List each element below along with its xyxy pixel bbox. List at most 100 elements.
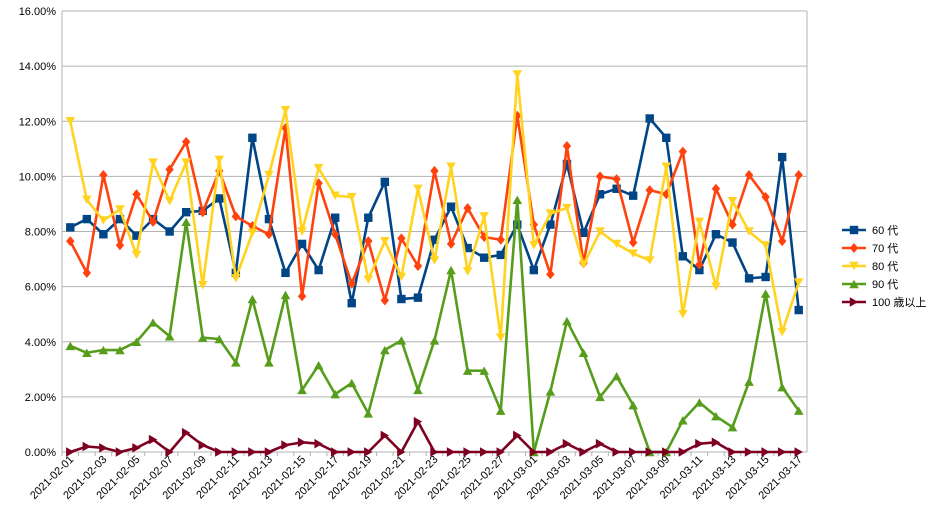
data-point: [397, 447, 406, 457]
data-point: [513, 220, 522, 229]
data-point: [761, 192, 770, 203]
series-1: [66, 114, 803, 315]
data-point: [264, 229, 274, 240]
data-point: [280, 290, 291, 300]
data-point: [98, 216, 109, 225]
data-point: [346, 192, 357, 202]
data-point: [330, 229, 340, 240]
data-point: [148, 158, 158, 167]
data-point: [562, 159, 572, 169]
data-point: [280, 106, 291, 115]
data-point: [181, 427, 191, 438]
data-point: [264, 447, 274, 457]
data-point: [727, 196, 738, 206]
data-point: [529, 265, 539, 275]
data-point: [413, 293, 423, 302]
data-point: [248, 133, 257, 142]
data-point: [247, 228, 258, 238]
data-point: [711, 437, 721, 448]
data-point: [314, 438, 323, 449]
data-point: [131, 337, 142, 346]
data-point: [363, 409, 374, 418]
data-point: [678, 252, 688, 261]
data-point: [612, 447, 621, 457]
data-point: [678, 309, 688, 319]
data-point: [347, 298, 356, 308]
data-point: [760, 241, 771, 250]
data-point: [264, 170, 274, 180]
data-point: [662, 189, 671, 200]
data-point: [545, 209, 556, 218]
legend-swatch-marker: [849, 261, 859, 271]
data-point: [513, 430, 522, 441]
legend: 60 代 70 代 80 代 90 代 100 歳以上: [842, 224, 926, 309]
y-tick-label: 8.00%: [25, 227, 56, 239]
data-point: [99, 443, 108, 453]
data-point: [678, 447, 688, 457]
legend-item: 80 代: [842, 260, 898, 273]
data-point: [148, 216, 158, 227]
data-point: [628, 237, 638, 248]
data-point: [148, 318, 158, 327]
data-point: [744, 377, 754, 386]
data-point: [694, 217, 705, 227]
data-point: [396, 272, 407, 282]
data-point: [115, 205, 125, 214]
series-5: [66, 416, 803, 457]
data-point: [115, 447, 125, 457]
data-point: [761, 447, 770, 457]
series-line: [69, 420, 799, 454]
data-point: [513, 110, 522, 121]
data-point: [397, 233, 406, 244]
data-point: [595, 438, 605, 449]
data-point: [628, 400, 638, 410]
data-point: [611, 372, 622, 381]
data-point: [148, 434, 158, 445]
data-point: [545, 387, 556, 396]
data-point: [562, 438, 572, 449]
data-point: [82, 214, 92, 224]
y-tick-label: 10.00%: [19, 171, 57, 183]
data-point: [314, 265, 323, 275]
data-point: [231, 447, 241, 457]
data-point: [695, 438, 704, 449]
data-point: [562, 203, 572, 213]
data-point: [496, 447, 505, 457]
data-point: [463, 243, 472, 253]
data-point: [197, 333, 208, 342]
data-point: [546, 269, 555, 280]
data-point: [363, 275, 374, 284]
y-tick-label: 6.00%: [25, 282, 56, 294]
y-tick-label: 12.00%: [19, 116, 57, 128]
data-point: [611, 239, 622, 249]
data-point: [164, 332, 175, 341]
data-point: [413, 416, 423, 427]
data-point: [65, 341, 76, 351]
data-point: [479, 253, 489, 262]
data-point: [446, 162, 456, 171]
data-point: [98, 345, 109, 355]
data-point: [313, 360, 324, 370]
data-point: [495, 333, 506, 342]
data-point: [380, 177, 390, 187]
series-2: [66, 110, 803, 306]
data-point: [82, 348, 92, 357]
data-point: [430, 165, 439, 176]
data-point: [578, 260, 589, 269]
data-point: [777, 236, 787, 247]
data-point: [99, 230, 108, 239]
data-point: [231, 211, 241, 222]
data-point: [728, 219, 737, 230]
y-tick-label: 0.00%: [25, 447, 56, 459]
data-point: [396, 336, 407, 345]
data-point: [413, 260, 423, 271]
data-point: [330, 213, 340, 222]
data-point: [694, 398, 705, 407]
data-point: [430, 235, 439, 244]
data-point: [777, 447, 787, 457]
data-point: [661, 162, 672, 171]
data-point: [546, 220, 555, 229]
data-point: [330, 389, 340, 399]
data-point: [628, 191, 638, 200]
